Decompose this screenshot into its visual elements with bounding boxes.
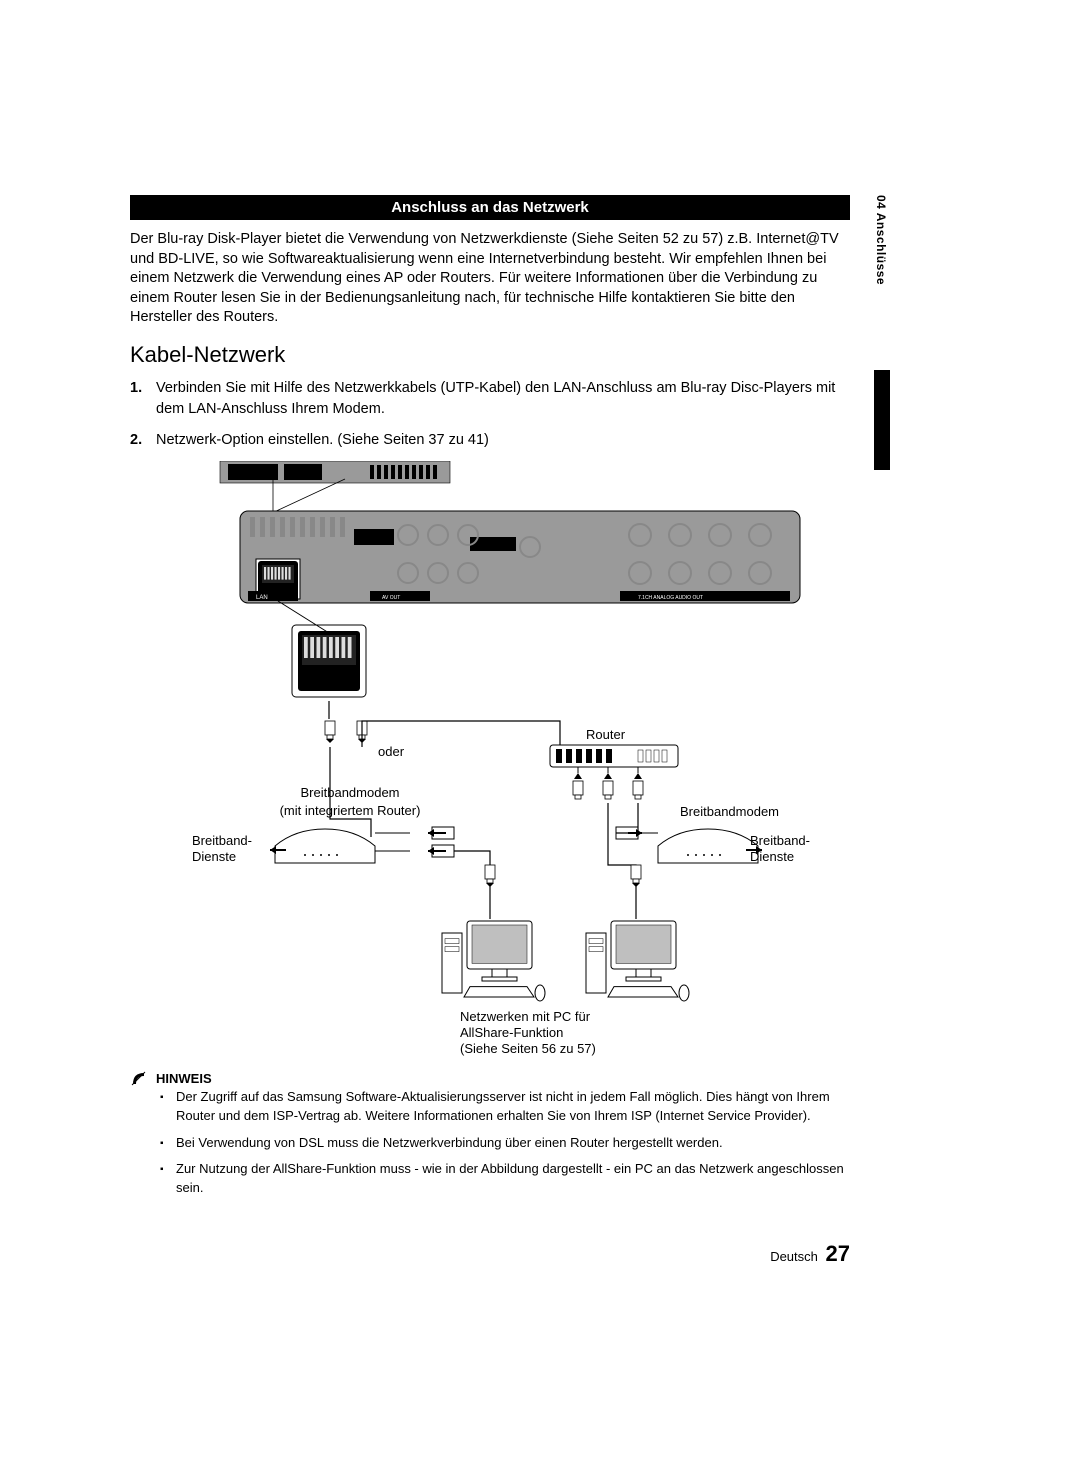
- thumb-index: [874, 370, 890, 470]
- network-diagram: LAN AV OUT 7.1CH ANALOG AUDIO OUT oder Route…: [170, 461, 830, 1066]
- svg-text:AllShare-Funktion: AllShare-Funktion: [460, 1025, 563, 1040]
- page-content: Anschluss an das Netzwerk Der Blu-ray Di…: [130, 195, 850, 1206]
- page-footer: Deutsch 27: [130, 1241, 850, 1267]
- svg-text:Breitbandmodem: Breitbandmodem: [680, 804, 779, 819]
- step-text: Netzwerk-Option einstellen. (Siehe Seite…: [156, 432, 489, 448]
- svg-text:Breitbandmodem: Breitbandmodem: [301, 785, 400, 800]
- svg-text:oder: oder: [378, 744, 405, 759]
- footer-lang: Deutsch: [770, 1249, 818, 1264]
- notes-list: Der Zugriff auf das Samsung Software-Akt…: [130, 1088, 850, 1198]
- svg-text:Netzwerken mit PC für: Netzwerken mit PC für: [460, 1009, 591, 1024]
- note-item: Der Zugriff auf das Samsung Software-Akt…: [176, 1088, 850, 1126]
- svg-text:Breitband-: Breitband-: [192, 833, 252, 848]
- svg-text:Router: Router: [586, 727, 626, 742]
- svg-text:(mit integriertem Router): (mit integriertem Router): [280, 803, 421, 818]
- step-text: Verbinden Sie mit Hilfe des Netzwerkkabe…: [156, 380, 835, 417]
- svg-text:(Siehe Seiten 56 zu 57): (Siehe Seiten 56 zu 57): [460, 1041, 596, 1056]
- steps-list: 1.Verbinden Sie mit Hilfe des Netzwerkka…: [130, 378, 850, 451]
- svg-text:LAN: LAN: [256, 595, 268, 601]
- section-title-bar: Anschluss an das Netzwerk: [130, 195, 850, 220]
- svg-text:Dienste: Dienste: [192, 849, 236, 864]
- svg-text:AV OUT: AV OUT: [382, 595, 400, 601]
- intro-text: Der Blu-ray Disk-Player bietet die Verwe…: [130, 230, 850, 328]
- hinweis-label: HINWEIS: [156, 1071, 212, 1086]
- hinweis-row: HINWEIS: [130, 1070, 850, 1088]
- section-tab: 04 Anschlüsse: [874, 195, 888, 285]
- svg-text:7.1CH ANALOG AUDIO OUT: 7.1CH ANALOG AUDIO OUT: [638, 595, 703, 601]
- note-item: Bei Verwendung von DSL muss die Netzwerk…: [176, 1134, 850, 1153]
- page-number: 27: [826, 1241, 850, 1266]
- note-item: Zur Nutzung der AllShare-Funktion muss -…: [176, 1160, 850, 1198]
- svg-text:Breitband-: Breitband-: [750, 833, 810, 848]
- step-1: 1.Verbinden Sie mit Hilfe des Netzwerkka…: [156, 378, 850, 420]
- subsection-heading: Kabel-Netzwerk: [130, 342, 850, 368]
- step-2: 2.Netzwerk-Option einstellen. (Siehe Sei…: [156, 430, 850, 451]
- note-icon: [130, 1070, 148, 1088]
